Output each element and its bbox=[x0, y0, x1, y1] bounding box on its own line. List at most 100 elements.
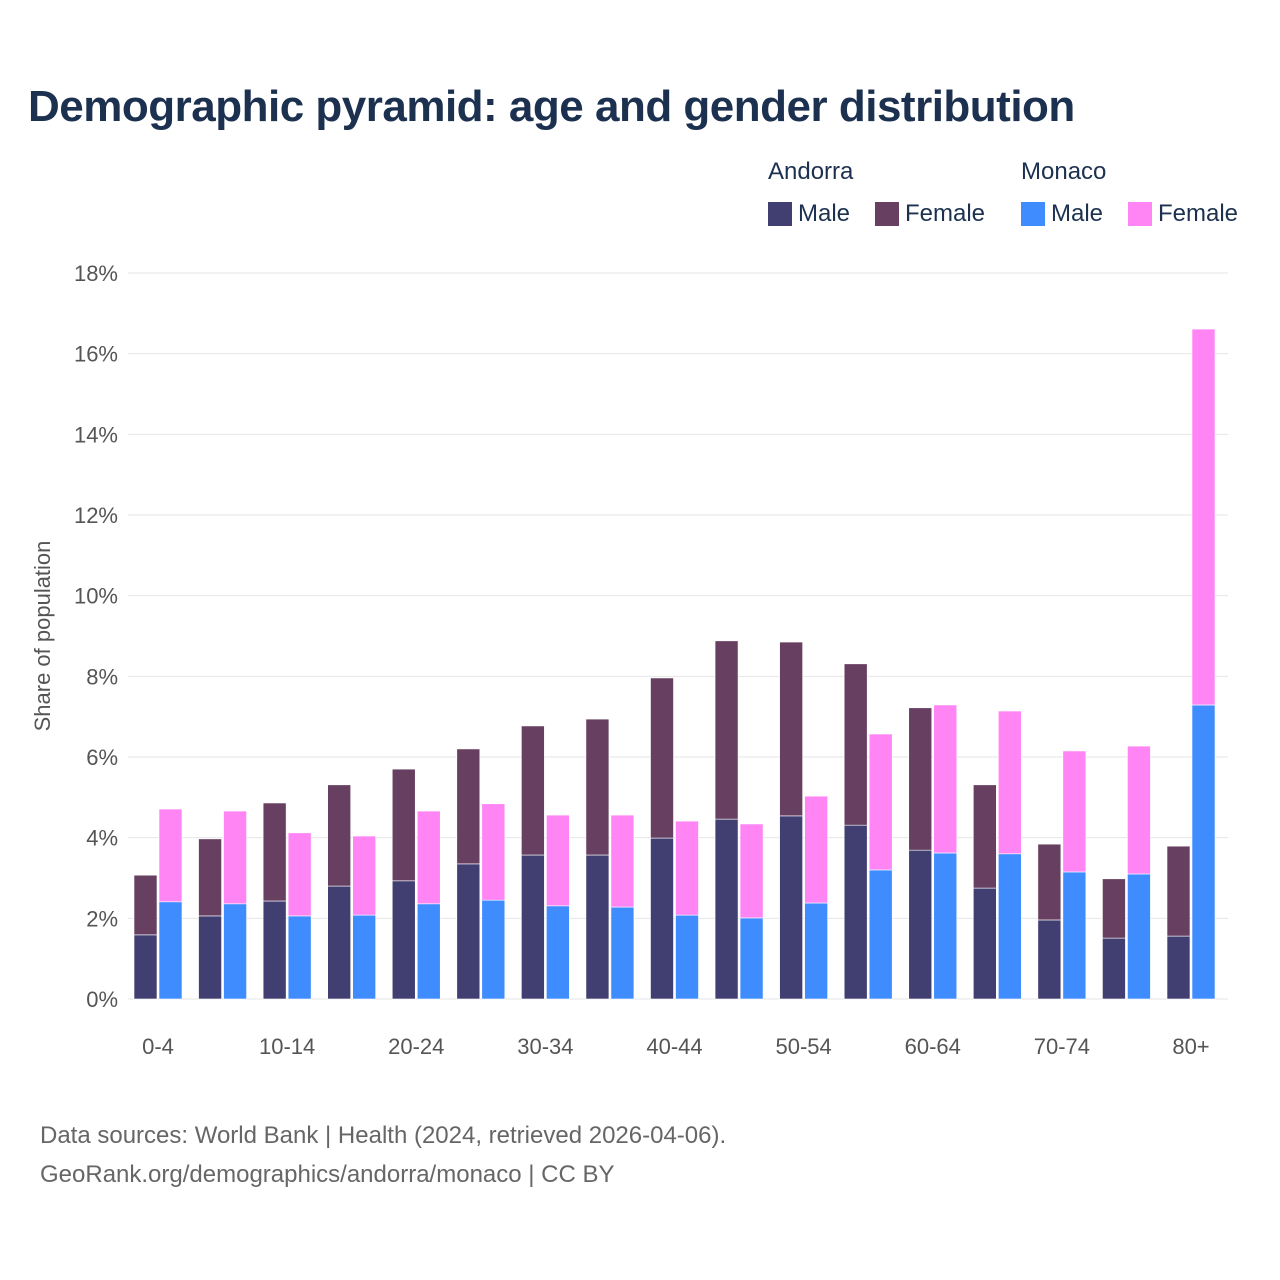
bar-monaco-female-0-4[interactable] bbox=[158, 808, 183, 903]
bar-monaco-female-20-24[interactable] bbox=[416, 810, 441, 905]
y-tick-label: 4% bbox=[86, 826, 118, 851]
bar-andorra-female-0-4[interactable] bbox=[133, 874, 158, 936]
bar-monaco-female-10-14[interactable] bbox=[287, 832, 312, 917]
bar-andorra-male-30-34[interactable] bbox=[521, 854, 545, 1000]
bar-monaco-male-30-34[interactable] bbox=[546, 905, 570, 1000]
bar-monaco-male-70-74[interactable] bbox=[1062, 871, 1087, 1000]
bar-monaco-female-35-39[interactable] bbox=[610, 814, 635, 908]
bar-monaco-female-30-34[interactable] bbox=[546, 814, 570, 907]
source-line-2[interactable]: GeoRank.org/demographics/andorra/monaco … bbox=[40, 1161, 615, 1188]
bar-andorra-male-50-54[interactable] bbox=[779, 815, 803, 1000]
bar-monaco-female-45-49[interactable] bbox=[739, 823, 764, 919]
bar-andorra-male-10-14[interactable] bbox=[262, 900, 287, 1000]
bar-andorra-male-55-59[interactable] bbox=[843, 824, 868, 1000]
x-tick-label: 20-24 bbox=[388, 1034, 444, 1059]
bar-andorra-female-25-29[interactable] bbox=[456, 748, 481, 865]
chart-title: Demographic pyramid: age and gender dist… bbox=[28, 82, 1075, 131]
bar-monaco-male-45-49[interactable] bbox=[739, 917, 764, 1000]
bar-monaco-female-75-79[interactable] bbox=[1127, 745, 1151, 875]
bar-andorra-male-20-24[interactable] bbox=[391, 880, 416, 1000]
bar-monaco-male-20-24[interactable] bbox=[416, 903, 441, 1000]
x-tick-label: 30-34 bbox=[517, 1034, 573, 1059]
bar-monaco-female-25-29[interactable] bbox=[481, 803, 506, 901]
bar-andorra-male-40-44[interactable] bbox=[650, 837, 674, 1000]
bar-andorra-male-60-64[interactable] bbox=[908, 849, 933, 1000]
y-tick-label: 16% bbox=[74, 342, 118, 367]
bar-andorra-female-20-24[interactable] bbox=[391, 768, 416, 882]
bar-monaco-female-70-74[interactable] bbox=[1062, 750, 1087, 873]
bar-monaco-female-60-64[interactable] bbox=[933, 704, 958, 854]
bar-monaco-male-5-9[interactable] bbox=[223, 903, 247, 1000]
bar-monaco-male-50-54[interactable] bbox=[804, 902, 828, 1000]
bar-monaco-female-80+[interactable] bbox=[1191, 328, 1216, 706]
legend-andorra-male[interactable]: Male bbox=[768, 200, 850, 228]
y-tick-label: 0% bbox=[86, 987, 118, 1012]
y-tick-label: 8% bbox=[86, 664, 118, 689]
bar-andorra-female-50-54[interactable] bbox=[779, 641, 803, 817]
bar-monaco-male-0-4[interactable] bbox=[158, 901, 183, 1000]
bar-andorra-female-60-64[interactable] bbox=[908, 707, 933, 851]
bar-monaco-male-35-39[interactable] bbox=[610, 906, 635, 1000]
legend-label: Female bbox=[905, 200, 986, 227]
bar-andorra-female-30-34[interactable] bbox=[521, 725, 545, 856]
bar-monaco-male-25-29[interactable] bbox=[481, 899, 506, 1000]
bar-monaco-male-65-69[interactable] bbox=[998, 853, 1022, 1000]
legend-label: Male bbox=[798, 200, 851, 227]
x-tick-label: 50-54 bbox=[775, 1034, 831, 1059]
y-tick-label: 10% bbox=[74, 584, 118, 609]
x-tick-label: 40-44 bbox=[646, 1034, 702, 1059]
bar-monaco-male-15-19[interactable] bbox=[352, 914, 376, 1000]
bar-andorra-male-75-79[interactable] bbox=[1102, 937, 1126, 1000]
bar-andorra-female-10-14[interactable] bbox=[262, 802, 287, 902]
x-tick-label: 10-14 bbox=[259, 1034, 315, 1059]
legend-andorra-female[interactable]: Female bbox=[875, 200, 985, 228]
bar-andorra-female-45-49[interactable] bbox=[714, 640, 739, 820]
bar-monaco-male-55-59[interactable] bbox=[868, 869, 893, 1000]
bar-andorra-female-35-39[interactable] bbox=[585, 718, 610, 856]
y-tick-label: 2% bbox=[86, 906, 118, 931]
bar-monaco-female-15-19[interactable] bbox=[352, 835, 376, 916]
bar-andorra-female-75-79[interactable] bbox=[1102, 878, 1126, 939]
bar-andorra-female-5-9[interactable] bbox=[198, 838, 222, 917]
bar-andorra-female-65-69[interactable] bbox=[973, 784, 997, 889]
bar-andorra-male-5-9[interactable] bbox=[198, 915, 222, 1000]
bar-monaco-female-55-59[interactable] bbox=[868, 733, 893, 871]
bar-monaco-female-65-69[interactable] bbox=[998, 710, 1022, 855]
bar-andorra-male-70-74[interactable] bbox=[1037, 919, 1062, 1000]
bar-monaco-male-80+[interactable] bbox=[1191, 704, 1216, 1000]
source-note: Data sources: World Bank | Health (2024,… bbox=[40, 1116, 726, 1194]
legend-swatch bbox=[768, 202, 792, 226]
bar-andorra-female-15-19[interactable] bbox=[327, 784, 351, 887]
bar-monaco-male-10-14[interactable] bbox=[287, 915, 312, 1000]
x-tick-label: 60-64 bbox=[905, 1034, 961, 1059]
bar-andorra-male-25-29[interactable] bbox=[456, 863, 481, 1000]
legend-label: Female bbox=[1158, 200, 1239, 227]
legend-swatch bbox=[875, 202, 899, 226]
bar-andorra-male-80+[interactable] bbox=[1166, 935, 1191, 1000]
legend-group-monaco: Monaco bbox=[1021, 158, 1107, 185]
bar-andorra-female-80+[interactable] bbox=[1166, 845, 1191, 937]
bar-andorra-male-65-69[interactable] bbox=[973, 887, 997, 1000]
y-tick-label: 14% bbox=[74, 422, 118, 447]
bar-andorra-female-70-74[interactable] bbox=[1037, 843, 1062, 921]
bar-andorra-male-15-19[interactable] bbox=[327, 885, 351, 1000]
legend-monaco-male[interactable]: Male bbox=[1021, 200, 1103, 228]
bar-monaco-female-40-44[interactable] bbox=[675, 820, 699, 916]
x-tick-label: 0-4 bbox=[142, 1034, 174, 1059]
bar-monaco-male-40-44[interactable] bbox=[675, 914, 699, 1000]
x-tick-label: 80+ bbox=[1172, 1034, 1209, 1059]
source-line-1: Data sources: World Bank | Health (2024,… bbox=[40, 1122, 727, 1149]
legend-monaco-female[interactable]: Female bbox=[1128, 200, 1238, 228]
bar-monaco-female-50-54[interactable] bbox=[804, 795, 828, 904]
x-tick-label: 70-74 bbox=[1034, 1034, 1090, 1059]
bar-monaco-male-75-79[interactable] bbox=[1127, 873, 1151, 1000]
y-tick-label: 18% bbox=[74, 261, 118, 286]
bar-andorra-female-55-59[interactable] bbox=[843, 663, 868, 826]
y-tick-label: 6% bbox=[86, 745, 118, 770]
bar-monaco-male-60-64[interactable] bbox=[933, 852, 958, 1000]
bar-andorra-male-0-4[interactable] bbox=[133, 934, 158, 1000]
bar-andorra-female-40-44[interactable] bbox=[650, 677, 674, 839]
bar-andorra-male-35-39[interactable] bbox=[585, 854, 610, 1000]
bar-andorra-male-45-49[interactable] bbox=[714, 818, 739, 1000]
bar-monaco-female-5-9[interactable] bbox=[223, 810, 247, 905]
